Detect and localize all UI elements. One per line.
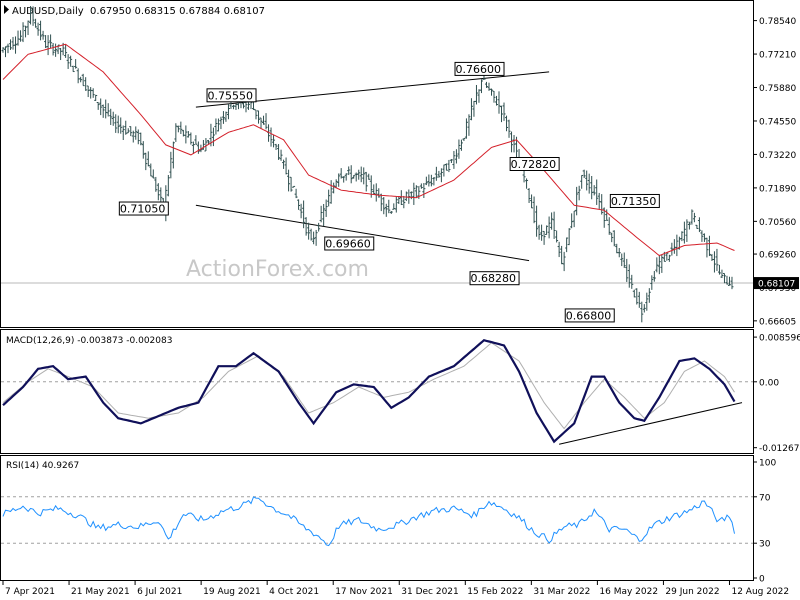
price-level-text: 0.71050 [120, 203, 166, 216]
x-tick-label: 12 Aug 2022 [731, 587, 789, 597]
watermark: ActionForex.com [186, 257, 369, 282]
rsi-y-tick: 0 [759, 575, 765, 585]
macd-y-tick: 0.00 [759, 378, 779, 388]
x-tick-label: 17 Nov 2021 [335, 587, 393, 597]
x-tick-label: 19 Aug 2021 [203, 587, 261, 597]
price-level-label: 0.75550 [207, 89, 256, 103]
price-y-tick: 0.75880 [759, 84, 796, 94]
price-level-label: 0.76600 [455, 62, 504, 76]
ohlc-header: 0.67950 0.68315 0.67884 0.68107 [90, 6, 265, 17]
x-tick-label: 4 Oct 2021 [269, 587, 319, 597]
price-level-label: 0.66800 [565, 309, 614, 323]
x-tick-label: 29 Jun 2022 [665, 587, 719, 597]
price-level-text: 0.72820 [511, 158, 557, 171]
x-tick-label: 7 Apr 2021 [5, 587, 55, 597]
price-y-tick: 0.70560 [759, 218, 796, 228]
macd-y-tick: 0.008596 [759, 334, 800, 344]
price-level-text: 0.75550 [208, 89, 254, 102]
price-level-text: 0.68280 [471, 272, 517, 285]
price-y-tick: 0.66605 [759, 317, 796, 327]
price-y-tick: 0.73220 [759, 151, 796, 161]
price-y-tick: 0.71890 [759, 184, 796, 194]
rsi-y-tick: 100 [759, 459, 776, 469]
price-y-tick: 0.78540 [759, 17, 796, 27]
price-y-tick: 0.77210 [759, 51, 796, 61]
macd-y-tick: -0.01267 [759, 444, 799, 454]
price-level-text: 0.71350 [611, 195, 657, 208]
x-tick-label: 15 Feb 2022 [467, 587, 523, 597]
rsi-y-tick: 30 [759, 540, 771, 550]
x-tick-label: 31 Mar 2022 [533, 587, 590, 597]
price-level-text: 0.69660 [325, 237, 371, 250]
current-price-text: 0.68107 [758, 280, 795, 290]
price-level-text: 0.76600 [456, 63, 502, 76]
price-level-label: 0.69660 [325, 237, 374, 251]
x-tick-label: 6 Jul 2021 [137, 587, 182, 597]
price-level-label: 0.72820 [510, 157, 559, 171]
price-y-tick: 0.69260 [759, 251, 796, 261]
symbol-title: AUDUSD,Daily [12, 6, 84, 17]
macd-title: MACD(12,26,9) -0.003873 -0.002083 [6, 336, 172, 346]
x-tick-label: 21 May 2021 [71, 587, 130, 597]
price-level-label: 0.71350 [610, 194, 659, 208]
price-level-label: 0.68280 [470, 272, 519, 286]
x-tick-label: 16 May 2022 [599, 587, 658, 597]
price-level-label: 0.71050 [119, 202, 168, 216]
price-y-tick: 0.74550 [759, 117, 796, 127]
x-tick-label: 31 Dec 2021 [401, 587, 459, 597]
rsi-title: RSI(14) 40.9267 [6, 461, 79, 471]
price-level-text: 0.66800 [566, 309, 612, 322]
rsi-y-tick: 70 [759, 493, 771, 503]
